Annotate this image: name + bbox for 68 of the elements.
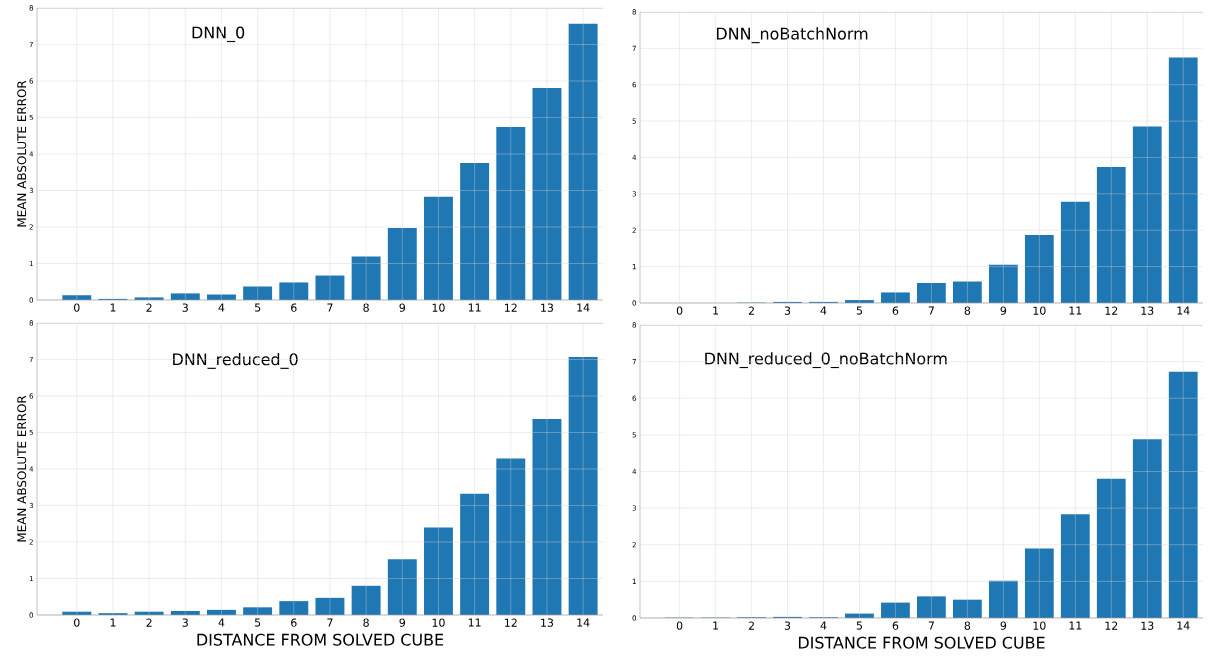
x-tick-label: 13 — [541, 618, 554, 627]
x-tick-label: 11 — [468, 303, 481, 312]
x-tick-label: 4 — [820, 621, 827, 630]
x-tick-label: 4 — [218, 618, 225, 627]
text: DNN_0 — [192, 26, 245, 43]
x-tick-label: 8 — [964, 621, 971, 630]
y-axis-title: MEAN ABSOLUTE ERROR — [17, 395, 27, 542]
x-tick-label: 1 — [713, 306, 719, 315]
x-tick-label: 10 — [1033, 621, 1046, 630]
x-tick-label: 14 — [1177, 621, 1190, 630]
x-tick-label: 10 — [432, 618, 445, 627]
x-tick-label: 2 — [146, 618, 152, 627]
x-tick-label: 8 — [964, 306, 971, 315]
x-tick-label: 13 — [541, 303, 554, 312]
x-tick-label: 9 — [1000, 621, 1007, 630]
x-axis-title: DISTANCE FROM SOLVED CUBE — [798, 636, 1045, 649]
x-tick-label: 2 — [748, 306, 754, 315]
x-tick-label: 6 — [892, 621, 899, 630]
x-tick-label: 12 — [1105, 621, 1118, 630]
x-tick-label: 12 — [505, 303, 517, 312]
text: DNN_reduced_0_noBatchNorm — [705, 352, 947, 369]
text: DNN_noBatchNorm — [716, 27, 868, 44]
x-tick-label: 12 — [505, 618, 517, 627]
x-tick-label: 3 — [182, 618, 188, 627]
x-tick-label: 5 — [856, 306, 862, 315]
x-tick-label: 14 — [577, 303, 590, 312]
x-tick-label: 10 — [432, 303, 445, 312]
x-tick-label: 3 — [182, 303, 188, 312]
x-tick-label: 8 — [363, 303, 369, 312]
x-tick-label: 8 — [363, 618, 369, 627]
x-tick-label: 0 — [676, 621, 683, 630]
text: DNN_reduced_0 — [173, 353, 298, 369]
x-tick-label: 9 — [399, 303, 406, 312]
x-tick-label: 6 — [892, 306, 899, 315]
x-tick-label: 9 — [399, 618, 406, 627]
x-axis-title: DISTANCE FROM SOLVED CUBE — [197, 633, 444, 646]
x-tick-label: 13 — [1141, 621, 1154, 630]
x-tick-label: 6 — [291, 618, 297, 627]
x-tick-label: 7 — [327, 303, 333, 312]
x-tick-label: 6 — [291, 303, 297, 312]
x-tick-label: 0 — [74, 618, 80, 627]
x-tick-label: 12 — [1105, 306, 1118, 315]
y-axis-title: MEAN ABSOLUTE ERROR — [17, 80, 27, 227]
x-tick-label: 4 — [820, 306, 827, 315]
x-tick-label: 11 — [468, 618, 481, 627]
x-tick-label: 10 — [1033, 306, 1046, 315]
x-tick-label: 2 — [146, 303, 152, 312]
x-tick-label: 7 — [928, 621, 934, 630]
x-tick-label: 14 — [577, 618, 590, 627]
x-tick-label: 9 — [1000, 306, 1007, 315]
x-tick-label: 5 — [254, 618, 261, 627]
x-tick-label: 7 — [928, 306, 934, 315]
x-tick-label: 14 — [1177, 306, 1190, 315]
x-tick-label: 11 — [1069, 621, 1082, 630]
x-tick-label: 1 — [713, 621, 719, 630]
x-tick-label: 7 — [327, 618, 333, 627]
x-tick-label: 3 — [784, 621, 791, 630]
x-tick-label: 0 — [74, 303, 80, 312]
x-tick-label: 0 — [676, 306, 683, 315]
x-tick-label: 2 — [748, 621, 754, 630]
x-tick-label: 11 — [1069, 306, 1082, 315]
x-tick-label: 13 — [1141, 306, 1154, 315]
x-tick-label: 5 — [856, 621, 862, 630]
x-tick-label: 1 — [110, 618, 116, 627]
x-tick-label: 3 — [784, 306, 791, 315]
x-tick-label: 4 — [218, 303, 225, 312]
x-tick-label: 1 — [110, 303, 116, 312]
x-tick-label: 5 — [254, 303, 261, 312]
